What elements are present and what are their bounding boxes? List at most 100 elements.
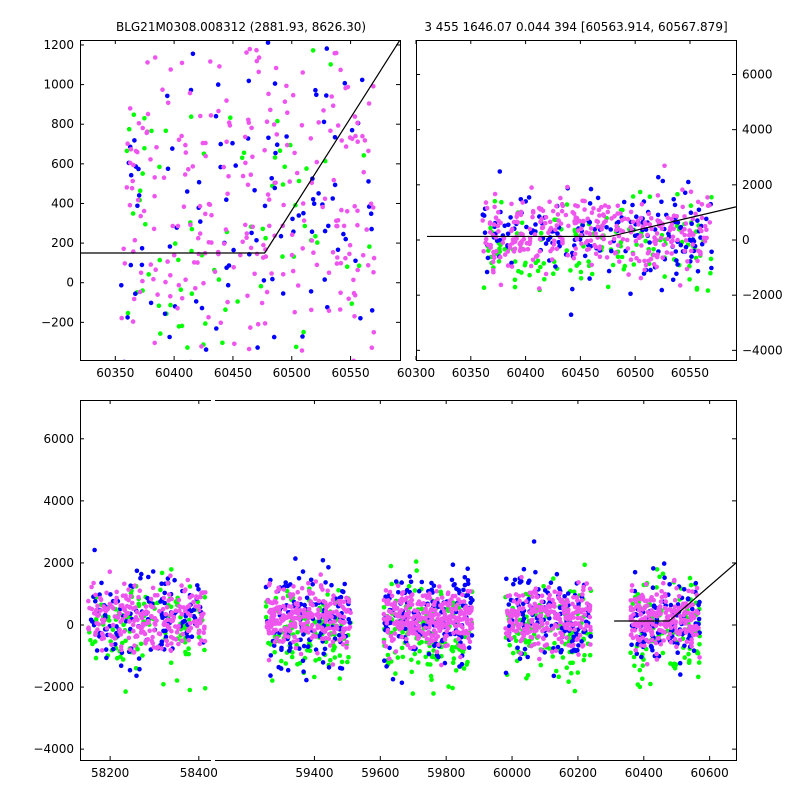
data-point-magenta: [194, 618, 199, 624]
data-point-magenta: [644, 598, 649, 603]
data-point-magenta: [448, 606, 454, 612]
data-point-magenta: [148, 596, 154, 602]
data-point-magenta: [262, 321, 268, 326]
data-point-magenta: [546, 596, 552, 601]
data-point-blue: [485, 255, 491, 261]
data-point-magenta: [672, 578, 677, 584]
data-point-magenta: [697, 655, 702, 660]
data-point-magenta: [341, 614, 347, 620]
data-point-magenta: [597, 254, 603, 260]
data-point-magenta: [163, 611, 169, 617]
data-point-magenta: [332, 601, 338, 606]
data-point-magenta: [496, 229, 501, 234]
data-point-green: [409, 669, 415, 675]
data-point-blue: [662, 575, 667, 580]
data-point-magenta: [572, 251, 578, 257]
data-point-green: [552, 217, 557, 222]
data-point-magenta: [457, 623, 463, 628]
data-point-magenta: [99, 636, 105, 642]
data-point-magenta: [656, 607, 661, 613]
data-point-magenta: [225, 299, 230, 305]
data-point-magenta: [428, 607, 434, 613]
data-point-magenta: [387, 589, 393, 595]
data-point-blue: [511, 581, 516, 587]
data-point-blue: [515, 645, 520, 651]
data-point-green: [413, 559, 419, 564]
data-point-blue: [630, 202, 635, 208]
data-point-blue: [139, 571, 144, 577]
data-point-green: [202, 647, 207, 653]
data-point-magenta: [360, 133, 365, 139]
data-point-blue: [252, 188, 257, 193]
data-point-blue: [546, 237, 551, 243]
data-point-magenta: [200, 140, 206, 146]
data-point-magenta: [427, 625, 432, 630]
data-point-magenta: [576, 652, 581, 657]
data-point-blue: [134, 673, 139, 679]
data-point-green: [575, 670, 581, 675]
data-point-green: [228, 115, 233, 120]
data-point-magenta: [453, 623, 458, 628]
data-point-magenta: [585, 238, 590, 244]
data-point-magenta: [541, 636, 546, 642]
data-point-blue: [639, 654, 644, 660]
data-point-magenta: [564, 597, 570, 603]
data-point-green: [388, 563, 394, 569]
data-point-magenta: [127, 202, 133, 208]
x-tick-label: 60400: [155, 366, 193, 380]
data-point-magenta: [141, 208, 147, 214]
data-point-blue: [519, 579, 524, 584]
data-point-blue: [300, 334, 305, 339]
data-point-magenta: [217, 64, 222, 69]
data-point-blue: [165, 166, 171, 172]
data-point-green: [412, 651, 418, 657]
data-point-blue: [300, 569, 306, 574]
data-point-green: [687, 575, 693, 581]
data-point-green: [339, 659, 345, 665]
data-point-green: [168, 660, 174, 666]
data-point-magenta: [149, 614, 154, 619]
data-point-magenta: [188, 222, 193, 227]
data-point-magenta: [384, 620, 390, 626]
data-point-green: [416, 660, 421, 665]
data-point-blue: [384, 664, 389, 669]
data-point-blue: [449, 577, 455, 583]
data-point-magenta: [335, 255, 340, 260]
data-point-blue: [689, 221, 694, 226]
data-point-blue: [689, 254, 694, 259]
data-point-blue: [502, 223, 508, 229]
data-point-magenta: [429, 612, 434, 618]
data-point-magenta: [653, 623, 659, 629]
data-point-magenta: [202, 624, 207, 630]
data-point-magenta: [466, 635, 471, 641]
data-point-magenta: [187, 603, 192, 608]
data-point-green: [328, 658, 333, 663]
data-point-magenta: [110, 622, 116, 628]
data-point-magenta: [343, 144, 349, 149]
data-point-magenta: [137, 588, 143, 593]
data-point-magenta: [654, 657, 660, 662]
data-point-magenta: [447, 618, 453, 624]
data-point-magenta: [292, 150, 297, 156]
data-point-magenta: [338, 260, 344, 266]
data-point-magenta: [669, 608, 674, 614]
data-point-blue: [465, 578, 471, 583]
data-point-magenta: [387, 608, 392, 614]
data-point-magenta: [336, 598, 342, 604]
data-point-magenta: [398, 620, 403, 625]
data-point-blue: [685, 596, 691, 601]
data-point-magenta: [421, 610, 426, 616]
data-point-blue: [337, 632, 342, 638]
data-point-blue: [469, 633, 475, 638]
data-point-magenta: [656, 636, 661, 641]
data-point-magenta: [435, 618, 441, 623]
data-point-blue: [279, 647, 284, 653]
data-point-green: [277, 148, 283, 153]
data-point-magenta: [665, 616, 670, 621]
x-tick-label: 59400: [295, 766, 333, 780]
data-point-magenta: [536, 634, 541, 639]
data-point-magenta: [442, 612, 448, 617]
data-point-magenta: [584, 623, 589, 629]
data-point-blue: [161, 628, 166, 634]
data-point-blue: [213, 113, 219, 119]
